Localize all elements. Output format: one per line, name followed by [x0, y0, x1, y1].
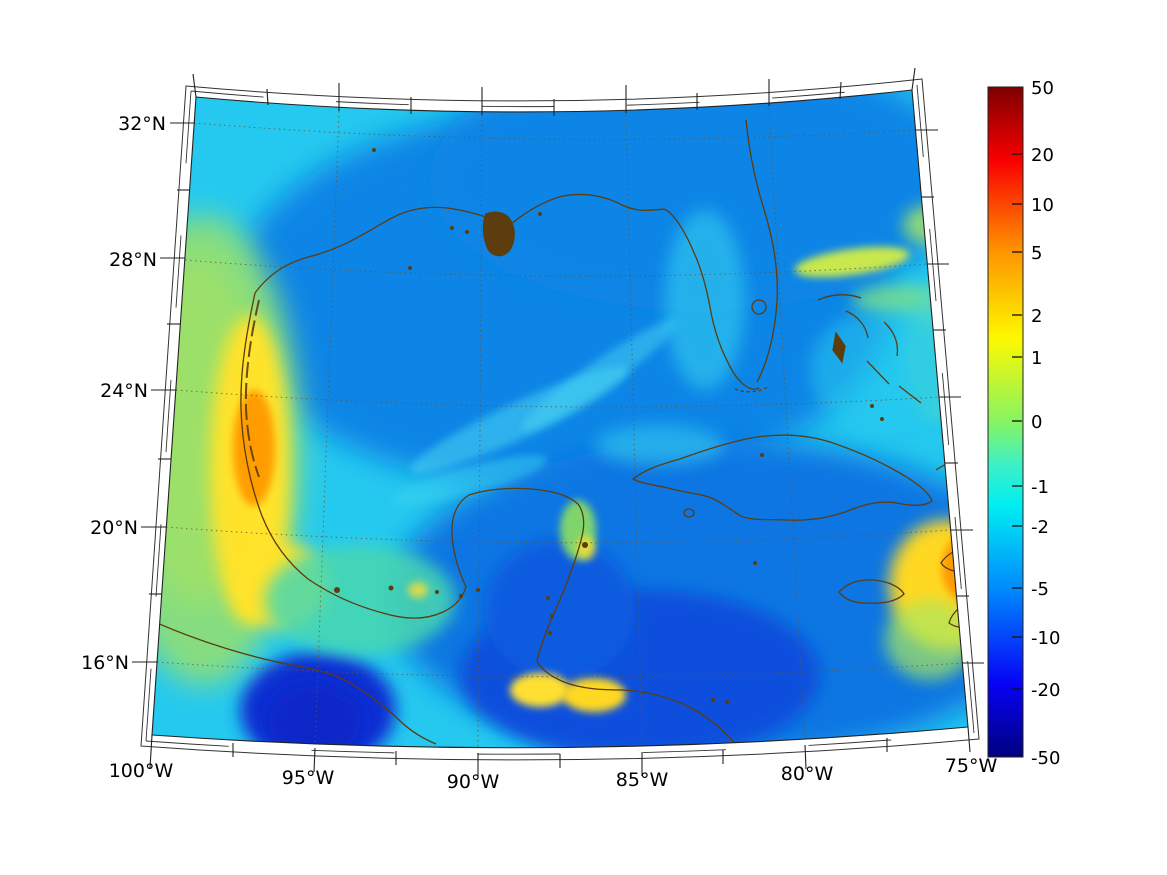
lon-tick-label: 80°W [781, 763, 834, 785]
coast-andros [832, 331, 846, 364]
graticule-grid [156, 107, 963, 748]
parallel-28n [184, 259, 928, 277]
colorbar-tick-label: -2 [1031, 517, 1049, 538]
meridian-80w [768, 107, 806, 743]
lat-tick-label: 28°N [109, 249, 157, 271]
meridian-85w [625, 113, 643, 748]
coast-us-gulf [254, 206, 490, 294]
coast-honduras [536, 661, 735, 743]
parallel-16n [156, 661, 963, 678]
colorbar-tick-label: -10 [1031, 628, 1060, 649]
lon-tick-label: 85°W [616, 769, 669, 791]
meridian-95w [314, 110, 340, 747]
coast-mississippi-delta [482, 211, 515, 257]
lat-tick-label: 32°N [118, 113, 166, 135]
coast-long-island [898, 385, 922, 404]
coast-florida-east [745, 119, 778, 383]
isla-juventud [683, 508, 695, 518]
frame-ticks-left [132, 122, 194, 663]
frame-stripe-bottom [145, 732, 975, 755]
colorbar-labels: 50 20 10 5 2 1 0 -1 -2 -5 -10 -20 -50 [1031, 78, 1060, 769]
frame-stripe-right [916, 84, 975, 734]
colorbar-tick-label: -5 [1031, 579, 1049, 600]
colorbar-tick-label: 5 [1031, 243, 1042, 264]
colorbar-tick-label: 50 [1031, 78, 1054, 99]
frame-ticks-top [192, 67, 916, 116]
colorbar: 50 20 10 5 2 1 0 -1 -2 -5 -10 -20 -50 [987, 78, 1060, 769]
coast-cuba [631, 434, 933, 521]
map-border-inner [151, 89, 969, 749]
coast-eleuthera [883, 321, 899, 357]
coast-abaco [845, 310, 869, 339]
lake-okeechobee [751, 299, 767, 315]
coast-grand-bahama [817, 294, 862, 301]
parallel-32n [193, 122, 917, 140]
colorbar-tick-label: 0 [1031, 412, 1042, 433]
map-border-outer [140, 78, 980, 761]
colorbar-tick-label: -1 [1031, 477, 1049, 498]
colorbar-tick-label: 1 [1031, 348, 1042, 369]
lat-tick-label: 24°N [100, 380, 148, 402]
small-islands [334, 148, 884, 704]
colorbar-tick-label: -50 [1031, 748, 1060, 769]
coast-florida-keys [734, 386, 769, 393]
coast-exuma [866, 360, 890, 385]
coast-jamaica [838, 579, 905, 604]
lat-axis-labels: 32°N 28°N 24°N 20°N 16°N [81, 113, 166, 674]
frame-stripe-left [145, 90, 192, 742]
lon-axis-labels: 100°W 95°W 90°W 85°W 80°W 75°W [109, 755, 998, 793]
coast-barrier-islands [244, 299, 260, 478]
lon-tick-label: 95°W [282, 767, 335, 789]
coast-pacific-mexico [154, 621, 437, 745]
frame-ticks-right [916, 129, 984, 664]
colorbar-gradient [987, 86, 1024, 758]
colorbar-tick-label: 20 [1031, 145, 1054, 166]
lon-tick-label: 75°W [945, 755, 998, 777]
colorbar-ticks [1012, 153, 1022, 690]
lat-tick-label: 20°N [90, 517, 138, 539]
lat-tick-label: 16°N [81, 652, 129, 674]
coast-yucatan [451, 487, 585, 663]
frame-ticks-bottom [149, 726, 971, 777]
colorbar-tick-label: 2 [1031, 306, 1042, 327]
lon-tick-label: 100°W [109, 760, 174, 782]
colorbar-tick-label: -20 [1031, 680, 1060, 701]
colorbar-tick-label: 10 [1031, 195, 1054, 216]
coast-northeast-gulf [510, 193, 760, 390]
lon-tick-label: 90°W [447, 771, 500, 793]
meridian-90w [477, 114, 483, 748]
coastlines [154, 119, 968, 745]
coast-texas-mexico [240, 292, 467, 619]
map-frame [132, 67, 984, 777]
